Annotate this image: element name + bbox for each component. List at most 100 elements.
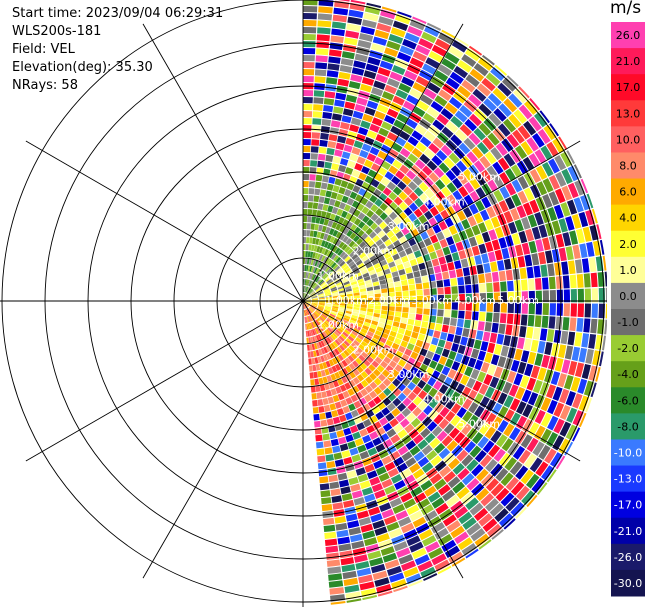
velocity-bin xyxy=(320,271,326,278)
velocity-bin xyxy=(578,347,587,363)
velocity-bin xyxy=(393,196,403,206)
velocity-bin xyxy=(400,279,408,286)
velocity-bin xyxy=(399,147,411,158)
velocity-bin xyxy=(335,223,342,231)
velocity-bin xyxy=(391,142,403,153)
velocity-bin xyxy=(337,472,348,481)
velocity-bin xyxy=(509,461,523,476)
velocity-bin xyxy=(583,380,594,397)
velocity-bin xyxy=(381,301,388,306)
velocity-bin xyxy=(434,70,449,82)
velocity-bin xyxy=(313,90,325,98)
velocity-bin xyxy=(559,421,572,437)
velocity-bin xyxy=(447,476,461,489)
velocity-bin xyxy=(401,451,413,462)
velocity-bin xyxy=(393,585,408,593)
velocity-bin xyxy=(528,153,541,168)
velocity-bin xyxy=(348,206,356,215)
velocity-bin xyxy=(330,488,341,496)
velocity-bin xyxy=(383,328,391,335)
velocity-bin xyxy=(354,53,368,63)
velocity-bin xyxy=(341,115,352,124)
colorbar-swatch xyxy=(611,361,645,388)
velocity-bin xyxy=(310,291,316,296)
velocity-bin xyxy=(342,108,354,117)
velocity-bin xyxy=(486,292,493,302)
velocity-bin xyxy=(370,213,379,222)
velocity-bin xyxy=(379,212,388,221)
velocity-bin xyxy=(310,258,315,266)
velocity-bin xyxy=(313,97,324,105)
velocity-bin xyxy=(409,290,416,296)
velocity-bin xyxy=(308,330,312,337)
velocity-bin xyxy=(421,462,434,473)
velocity-bin xyxy=(339,305,346,308)
velocity-bin xyxy=(373,285,381,291)
velocity-bin xyxy=(455,326,463,336)
velocity-bin xyxy=(491,416,503,429)
velocity-bin xyxy=(604,319,607,335)
velocity-bin xyxy=(389,450,401,461)
velocity-bin xyxy=(511,193,522,207)
velocity-bin xyxy=(360,588,377,598)
velocity-bin xyxy=(535,165,548,180)
velocity-bin xyxy=(524,453,537,469)
velocity-sector xyxy=(303,0,607,605)
velocity-bin xyxy=(327,467,337,476)
velocity-bin xyxy=(530,365,540,379)
velocity-bin xyxy=(332,321,339,327)
velocity-bin xyxy=(422,112,436,124)
velocity-bin xyxy=(489,332,498,344)
velocity-bin xyxy=(425,541,440,553)
velocity-bin xyxy=(405,457,417,468)
velocity-bin xyxy=(365,262,373,269)
velocity-bin xyxy=(316,268,321,276)
velocity-bin xyxy=(312,237,317,245)
velocity-bin xyxy=(420,427,431,439)
velocity-bin xyxy=(305,316,308,323)
velocity-bin xyxy=(326,147,335,156)
velocity-bin xyxy=(506,134,520,148)
velocity-bin xyxy=(450,391,461,402)
velocity-bin xyxy=(310,160,318,167)
velocity-bin xyxy=(312,313,317,319)
velocity-bin xyxy=(434,442,446,454)
velocity-bin xyxy=(325,295,332,298)
velocity-bin xyxy=(591,288,598,303)
velocity-bin xyxy=(331,288,338,292)
radial-spoke xyxy=(142,300,304,579)
velocity-bin xyxy=(471,483,485,496)
velocity-bin xyxy=(560,151,573,168)
velocity-bin xyxy=(321,391,328,399)
velocity-bin xyxy=(460,492,475,505)
velocity-bin xyxy=(350,342,358,349)
velocity-bin xyxy=(400,340,409,348)
velocity-bin xyxy=(479,209,490,221)
colorbar-swatch xyxy=(611,413,645,440)
velocity-bin xyxy=(353,400,362,409)
velocity-bin xyxy=(381,332,389,340)
velocity-bin xyxy=(476,264,484,274)
velocity-bin xyxy=(384,206,393,216)
velocity-bin xyxy=(541,161,554,177)
velocity-bin xyxy=(407,153,419,164)
velocity-bin xyxy=(386,402,396,412)
velocity-bin xyxy=(549,452,563,468)
velocity-bin xyxy=(306,316,309,323)
velocity-bin xyxy=(355,391,364,400)
velocity-bin xyxy=(435,202,445,213)
field-text: Field: VEL xyxy=(12,42,75,57)
velocity-bin xyxy=(381,478,393,489)
velocity-bin xyxy=(311,302,318,304)
velocity-bin xyxy=(407,25,423,37)
velocity-bin xyxy=(491,239,501,251)
velocity-bin xyxy=(325,360,331,368)
velocity-bin xyxy=(571,213,582,229)
velocity-bin xyxy=(359,331,366,337)
velocity-bin xyxy=(340,333,347,340)
velocity-bin xyxy=(450,500,464,513)
velocity-bin xyxy=(315,349,320,357)
velocity-bin xyxy=(335,522,348,531)
velocity-bin xyxy=(307,265,311,272)
